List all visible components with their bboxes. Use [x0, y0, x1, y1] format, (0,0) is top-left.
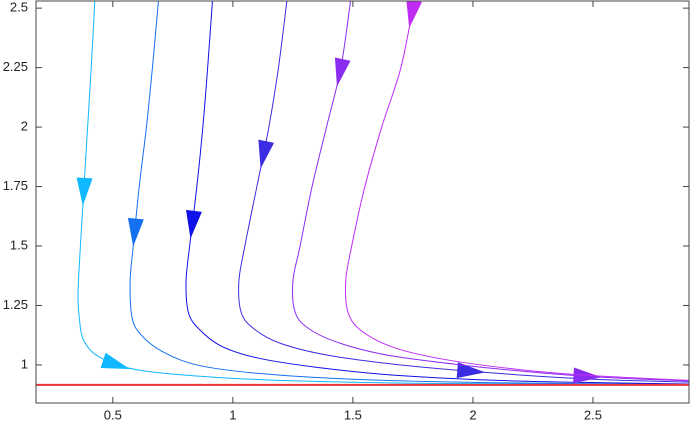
y-tick-label: 1.5	[10, 237, 28, 252]
trajectory	[292, 1, 689, 382]
direction-arrow	[406, 1, 423, 29]
trajectory	[238, 1, 689, 383]
frame	[35, 0, 690, 404]
direction-arrow	[334, 57, 351, 87]
direction-arrow	[186, 209, 202, 239]
x-tick-label: 1	[229, 407, 236, 422]
direction-arrow	[100, 352, 130, 370]
direction-arrow	[127, 217, 144, 247]
plot-area	[36, 1, 689, 386]
direction-arrow	[456, 362, 486, 379]
y-tick-label: 1.75	[3, 178, 28, 193]
x-tick-label: 0.5	[104, 407, 122, 422]
x-tick-label: 2.5	[584, 407, 602, 422]
y-tick-label: 1	[21, 356, 28, 371]
y-tick-label: 2.5	[10, 0, 28, 15]
y-tick-label: 2	[21, 119, 28, 134]
trajectory	[185, 1, 689, 385]
trajectory	[344, 1, 689, 381]
x-tick-label: 1.5	[344, 407, 362, 422]
x-tick-label: 2	[469, 407, 476, 422]
y-tick-label: 2.25	[3, 59, 28, 74]
direction-arrow	[258, 139, 275, 169]
trajectory	[77, 1, 689, 385]
direction-arrow	[76, 177, 93, 206]
y-tick-label: 1.25	[3, 297, 28, 312]
trajectory	[129, 1, 689, 385]
